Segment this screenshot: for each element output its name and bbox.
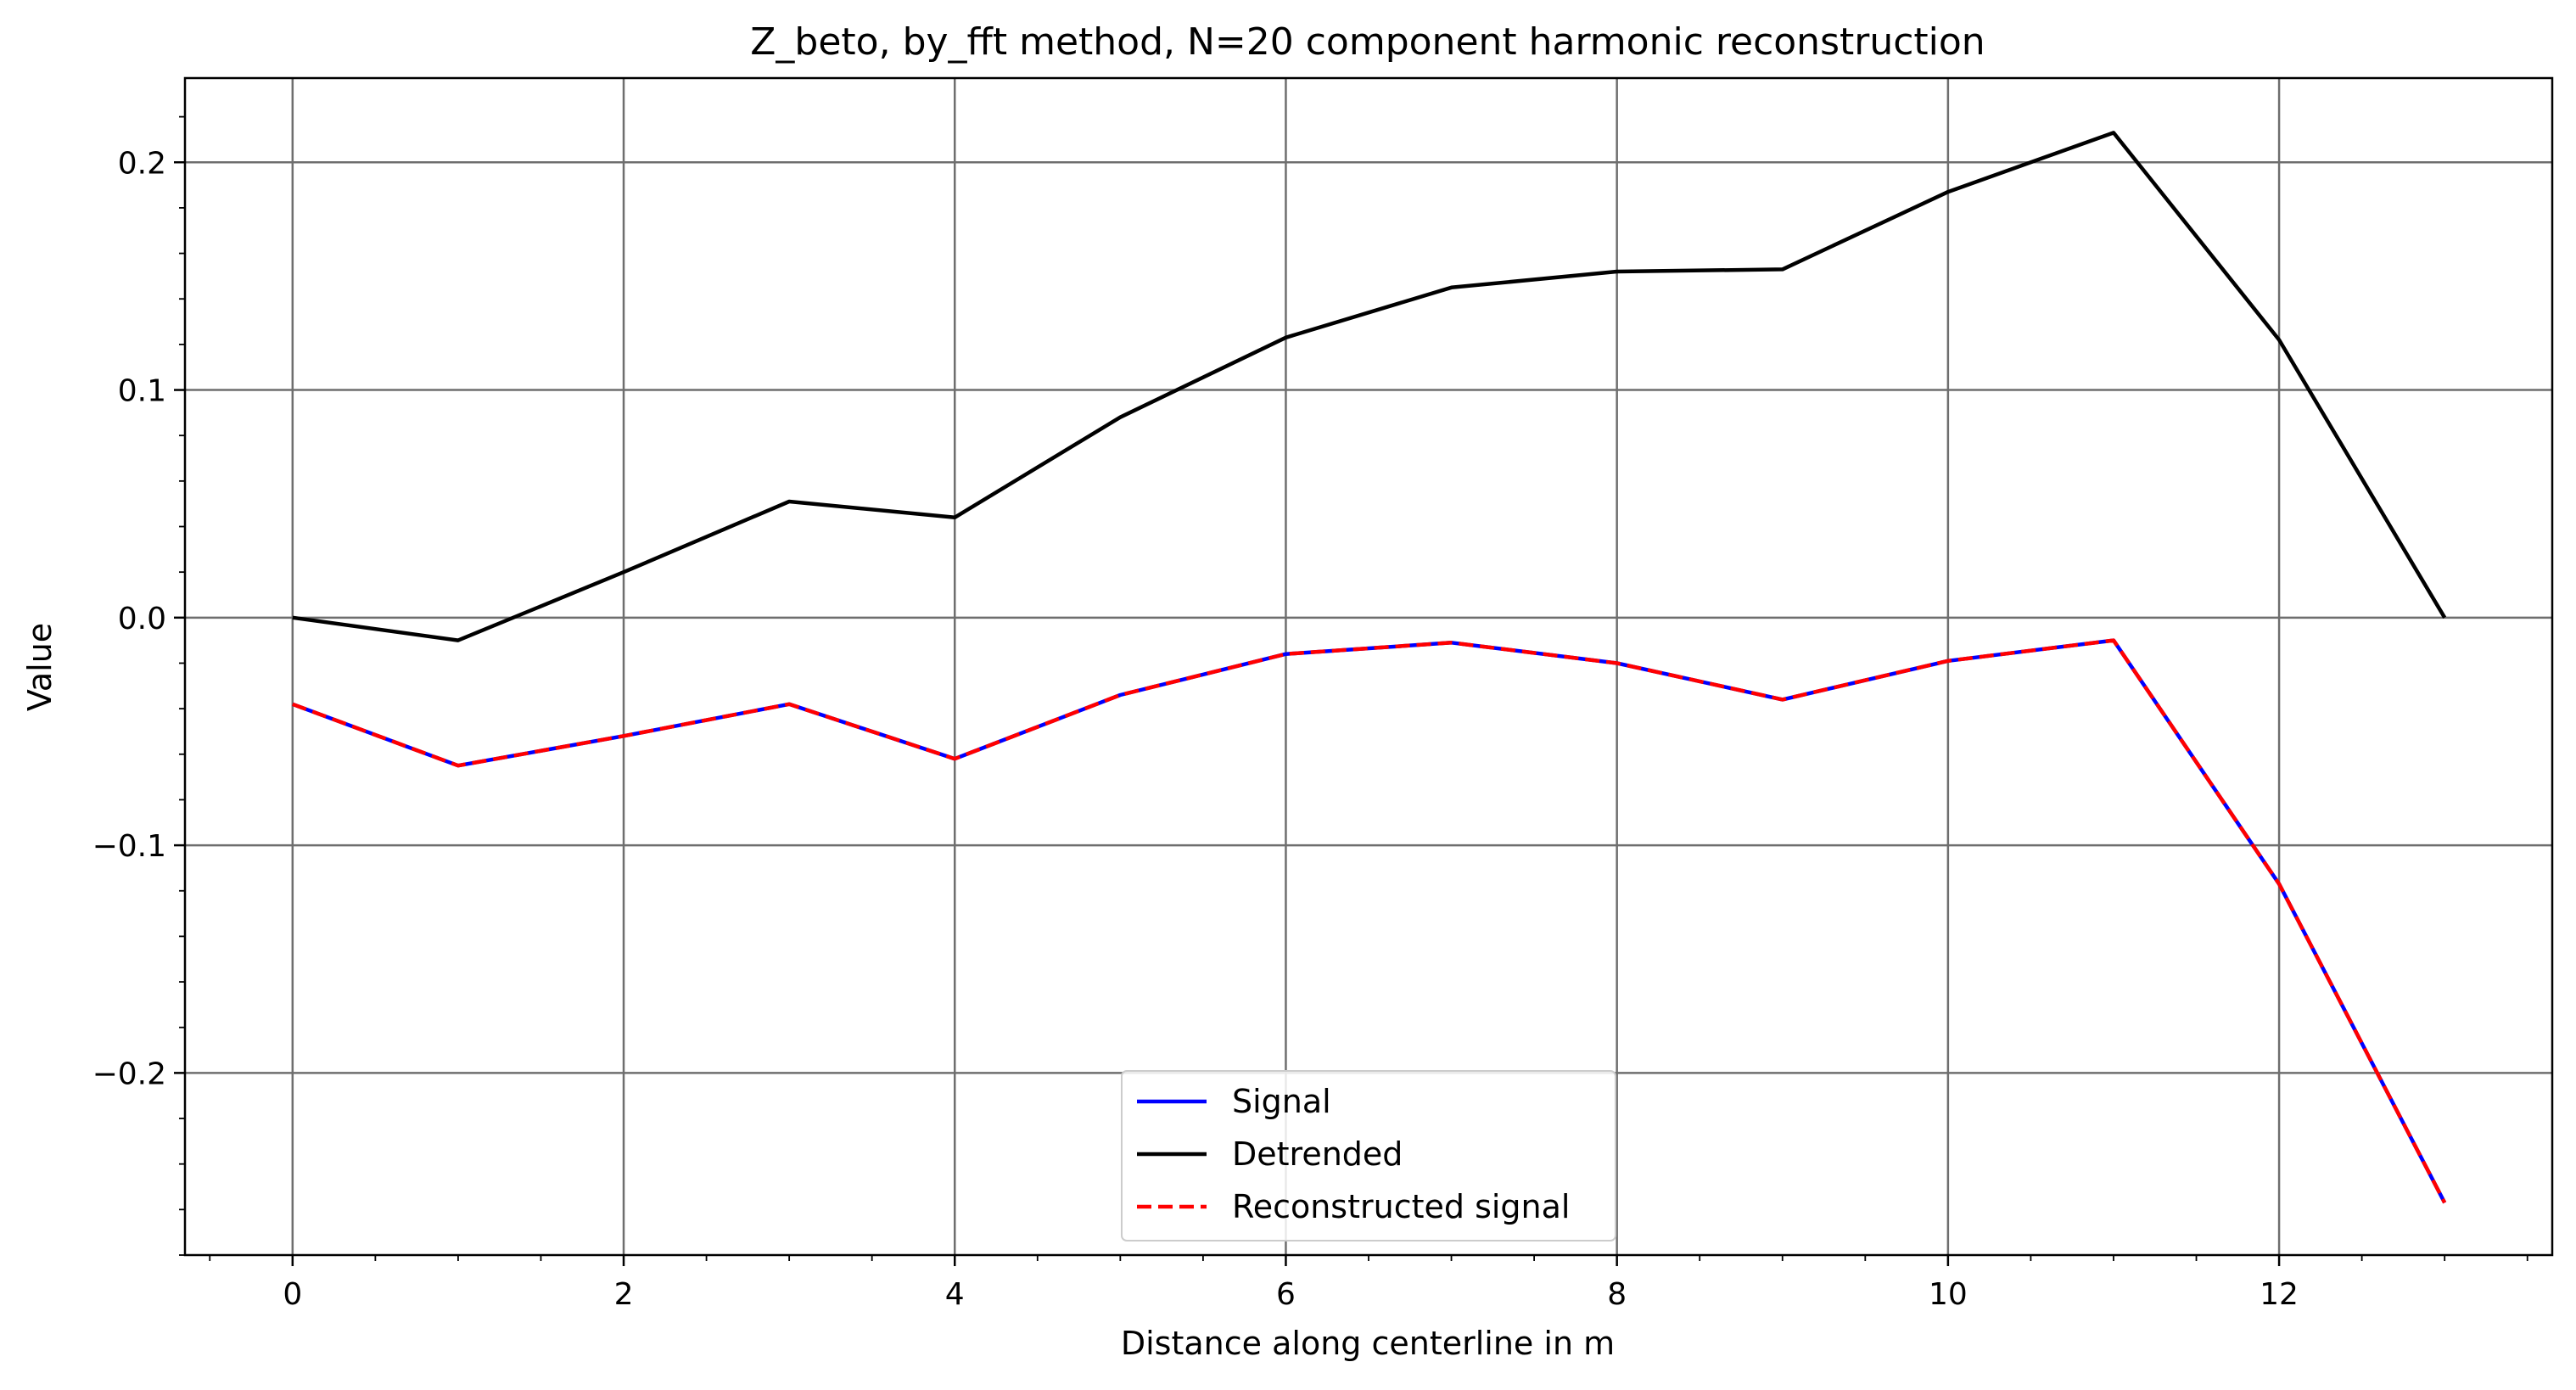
y-tick-label: 0.0: [118, 602, 166, 636]
grid: [185, 78, 2552, 1255]
x-tick-label: 4: [945, 1277, 965, 1312]
y-tick-label: 0.1: [118, 374, 166, 409]
legend: Signal Detrended Reconstructed signal: [1121, 1070, 1616, 1241]
y-axis-label: Value: [21, 623, 59, 711]
chart-title: Z_beto, by_fft method, N=20 component ha…: [750, 20, 1985, 64]
series-line-detrended: [292, 131, 2447, 642]
x-tick-label: 0: [283, 1277, 302, 1312]
x-tick-label: 2: [614, 1277, 634, 1312]
x-tick-label: 8: [1607, 1277, 1627, 1312]
legend-box: [1121, 1070, 1616, 1241]
legend-label: Signal: [1232, 1083, 1331, 1120]
x-tick-label: 10: [1929, 1277, 1968, 1312]
x-tick-label: 12: [2260, 1277, 2299, 1312]
y-tick-label: −0.2: [92, 1057, 166, 1091]
x-axis-label: Distance along centerline in m: [1121, 1325, 1615, 1362]
legend-label: Reconstructed signal: [1232, 1188, 1570, 1225]
ticks: 0 2 4 6 8 10 12 −0.2 −0.1 0.0 0.1 0.2: [92, 115, 2528, 1312]
x-tick-label: 6: [1276, 1277, 1296, 1312]
series-line-reconstructed-signal: [292, 638, 2447, 1204]
legend-label: Detrended: [1232, 1135, 1403, 1173]
series-layer: [292, 131, 2447, 1204]
y-tick-label: −0.1: [92, 829, 166, 864]
y-tick-label: 0.2: [118, 146, 166, 181]
